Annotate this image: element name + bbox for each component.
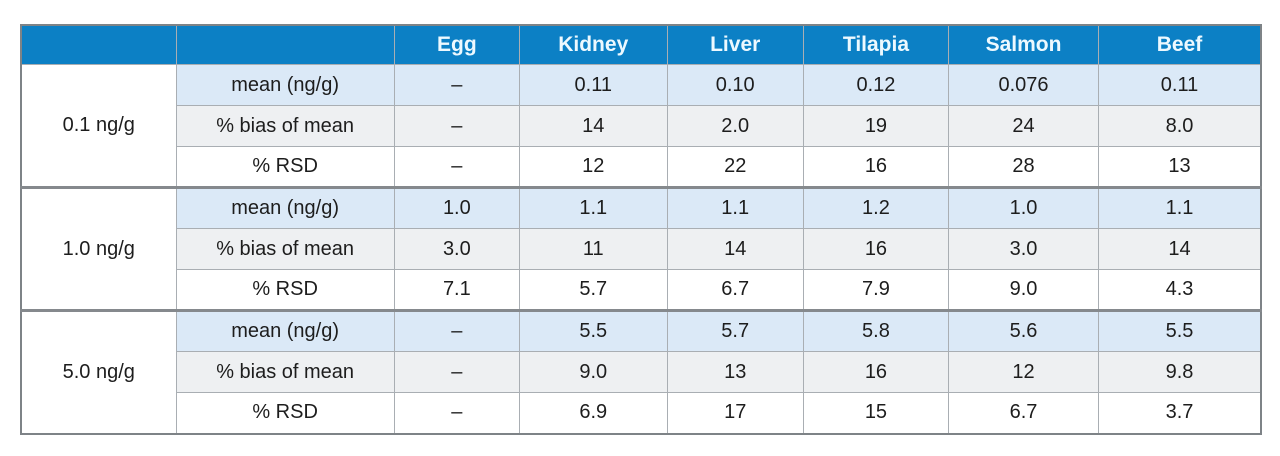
group-label-cell: 5.0 ng/g xyxy=(20,309,177,434)
table-row: % RSD – 6.9 17 15 6.7 3.7 xyxy=(21,392,1262,434)
group-label-cell: 0.1 ng/g xyxy=(20,64,177,188)
table-row: 5.0 ng/g mean (ng/g) – 5.5 5.7 5.8 5.6 5… xyxy=(20,309,1262,434)
value-cell: 7.1 xyxy=(393,269,520,311)
value-cell: 2.0 xyxy=(666,105,804,147)
accuracy-precision-table: Egg Kidney Liver Tilapia Salmon Beef 0.1… xyxy=(20,24,1262,435)
value-cell: 0.10 xyxy=(666,64,804,106)
value-cell: 3.0 xyxy=(393,228,520,270)
column-header-tilapia: Tilapia xyxy=(802,24,949,65)
value-cell: 6.7 xyxy=(947,392,1100,434)
value-cell: 5.6 xyxy=(947,309,1100,352)
value-cell: 14 xyxy=(1098,228,1262,270)
column-header-blank-group xyxy=(20,24,177,65)
value-cell: – xyxy=(393,146,520,188)
value-cell: 6.7 xyxy=(666,269,804,311)
column-header-salmon: Salmon xyxy=(947,24,1100,65)
value-cell: 28 xyxy=(947,146,1100,188)
value-cell: 22 xyxy=(666,146,804,188)
value-cell: 11 xyxy=(518,228,668,270)
value-cell: 14 xyxy=(666,228,804,270)
table-row: % bias of mean – 14 2.0 19 24 8.0 xyxy=(21,105,1262,147)
table-row: % RSD 7.1 5.7 6.7 7.9 9.0 4.3 xyxy=(21,269,1262,311)
value-cell: 5.8 xyxy=(802,309,949,352)
metric-label-cell: mean (ng/g) xyxy=(175,64,395,106)
table-row: 0.1 ng/g mean (ng/g) – 0.11 0.10 0.12 0.… xyxy=(20,64,1262,188)
column-header-egg: Egg xyxy=(393,24,520,65)
value-cell: 13 xyxy=(666,351,804,393)
value-cell: 24 xyxy=(947,105,1100,147)
value-cell: 19 xyxy=(802,105,949,147)
value-cell: 5.5 xyxy=(1098,309,1262,352)
column-header-kidney: Kidney xyxy=(518,24,668,65)
value-cell: 6.9 xyxy=(518,392,668,434)
value-cell: 5.7 xyxy=(518,269,668,311)
table-row: 1.0 ng/g mean (ng/g) 1.0 1.1 1.1 1.2 1.0… xyxy=(20,186,1262,311)
value-cell: – xyxy=(393,105,520,147)
metric-label-cell: % bias of mean xyxy=(175,105,395,147)
value-cell: 7.9 xyxy=(802,269,949,311)
metric-label-cell: % RSD xyxy=(175,392,395,434)
value-cell: 3.7 xyxy=(1098,392,1262,434)
value-cell: 13 xyxy=(1098,146,1262,188)
value-cell: 16 xyxy=(802,351,949,393)
value-cell: 8.0 xyxy=(1098,105,1262,147)
table-row: % bias of mean – 9.0 13 16 12 9.8 xyxy=(21,351,1262,393)
value-cell: 3.0 xyxy=(947,228,1100,270)
value-cell: 0.11 xyxy=(1098,64,1262,106)
results-table-container: Egg Kidney Liver Tilapia Salmon Beef 0.1… xyxy=(20,24,1262,435)
value-cell: – xyxy=(393,351,520,393)
column-header-liver: Liver xyxy=(666,24,804,65)
value-cell: 1.0 xyxy=(947,186,1100,229)
value-cell: 12 xyxy=(518,146,668,188)
group-label-cell: 1.0 ng/g xyxy=(20,186,177,311)
value-cell: 0.076 xyxy=(947,64,1100,106)
value-cell: 14 xyxy=(518,105,668,147)
value-cell: 0.12 xyxy=(802,64,949,106)
metric-label-cell: mean (ng/g) xyxy=(175,186,395,229)
value-cell: 1.1 xyxy=(518,186,668,229)
value-cell: 9.8 xyxy=(1098,351,1262,393)
value-cell: 15 xyxy=(802,392,949,434)
column-header-beef: Beef xyxy=(1098,24,1262,65)
table-row: % RSD – 12 22 16 28 13 xyxy=(21,146,1262,188)
table-row: % bias of mean 3.0 11 14 16 3.0 14 xyxy=(21,228,1262,270)
value-cell: 1.1 xyxy=(1098,186,1262,229)
metric-label-cell: mean (ng/g) xyxy=(175,309,395,352)
value-cell: 1.2 xyxy=(802,186,949,229)
value-cell: 16 xyxy=(802,228,949,270)
value-cell: – xyxy=(393,392,520,434)
value-cell: – xyxy=(393,309,520,352)
value-cell: 1.0 xyxy=(393,186,520,229)
column-header-blank-metric xyxy=(175,24,395,65)
value-cell: 5.7 xyxy=(666,309,804,352)
value-cell: 16 xyxy=(802,146,949,188)
value-cell: 17 xyxy=(666,392,804,434)
metric-label-cell: % bias of mean xyxy=(175,351,395,393)
metric-label-cell: % bias of mean xyxy=(175,228,395,270)
value-cell: 9.0 xyxy=(518,351,668,393)
value-cell: 1.1 xyxy=(666,186,804,229)
value-cell: 9.0 xyxy=(947,269,1100,311)
value-cell: 4.3 xyxy=(1098,269,1262,311)
metric-label-cell: % RSD xyxy=(175,146,395,188)
value-cell: 12 xyxy=(947,351,1100,393)
value-cell: – xyxy=(393,64,520,106)
value-cell: 0.11 xyxy=(518,64,668,106)
metric-label-cell: % RSD xyxy=(175,269,395,311)
header-row: Egg Kidney Liver Tilapia Salmon Beef xyxy=(20,24,1262,65)
value-cell: 5.5 xyxy=(518,309,668,352)
